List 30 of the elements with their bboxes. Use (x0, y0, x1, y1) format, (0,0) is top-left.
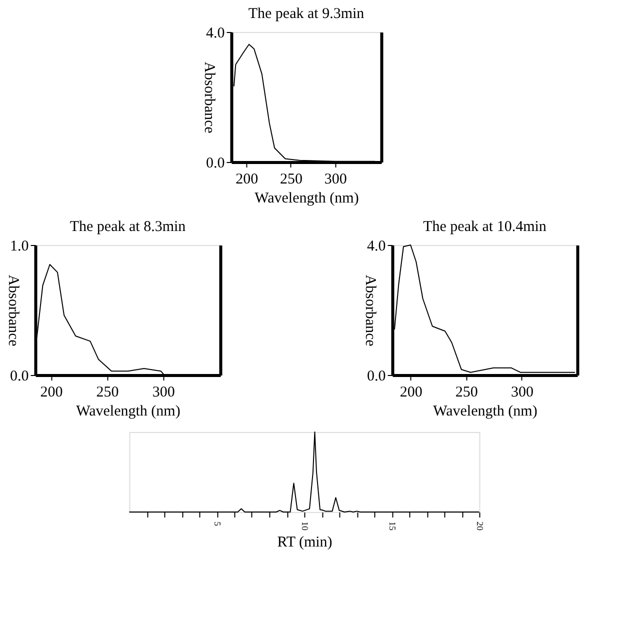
x-tick-label: 300 (152, 384, 175, 400)
x-axis-title: Wavelength (nm) (254, 190, 359, 206)
x-tick-label: 200 (236, 172, 258, 188)
x-tick-label: 5 (212, 522, 222, 526)
y-tick-label: 1.0 (10, 238, 29, 254)
chart-title: The peak at 9.3min (248, 6, 365, 22)
y-tick-label: 0.0 (206, 156, 225, 172)
x-tick-label: 250 (96, 384, 119, 400)
x-axis-title: RT (min) (277, 534, 332, 550)
y-tick-label: 0.0 (10, 368, 29, 384)
x-tick-label: 200 (400, 384, 422, 400)
x-tick-label: 200 (40, 384, 63, 400)
x-tick-label: 20 (474, 522, 485, 531)
y-tick-label: 0.0 (367, 368, 386, 384)
x-axis-title: Wavelength (nm) (76, 404, 180, 420)
y-axis-title: Absorbance (201, 62, 217, 134)
chart-title: The peak at 10.4min (423, 219, 547, 235)
y-axis-title: Absorbance (5, 274, 21, 347)
x-tick-label: 300 (324, 172, 347, 188)
chart-title: The peak at 8.3min (70, 219, 186, 235)
x-axis-title: Wavelength (nm) (433, 404, 538, 420)
x-tick-label: 250 (455, 384, 478, 400)
x-tick-label: 10 (300, 522, 310, 531)
y-tick-label: 4.0 (206, 26, 225, 42)
line-series (394, 244, 576, 373)
x-tick-label: 250 (280, 172, 302, 188)
y-axis-title: Absorbance (362, 274, 378, 347)
x-tick-label: 300 (510, 384, 534, 400)
y-tick-label: 4.0 (367, 238, 386, 254)
x-tick-label: 15 (387, 522, 398, 531)
